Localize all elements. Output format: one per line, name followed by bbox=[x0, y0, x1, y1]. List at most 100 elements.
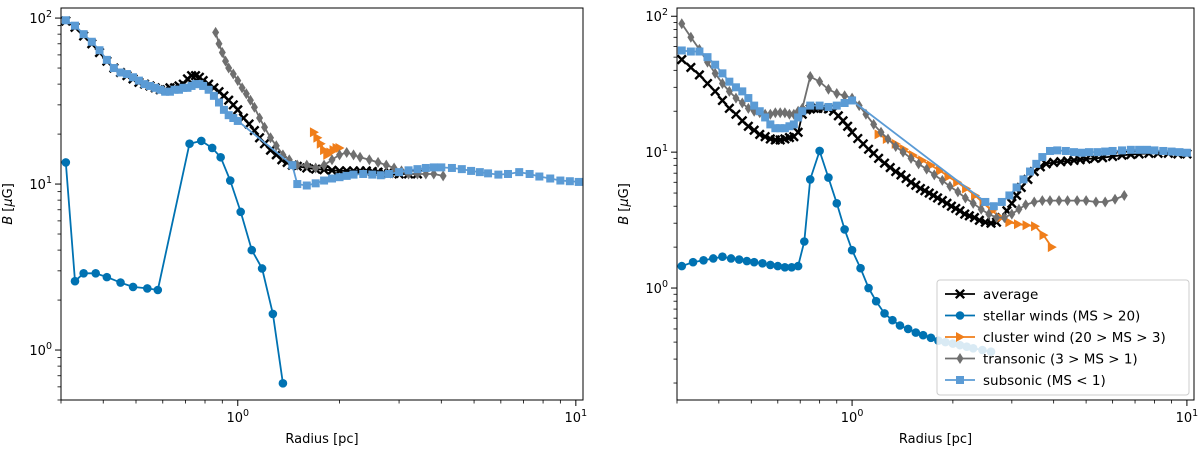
marker-diamond bbox=[961, 192, 969, 204]
marker-diamond bbox=[806, 71, 814, 83]
marker-square bbox=[780, 124, 789, 133]
marker-square bbox=[421, 163, 430, 172]
marker-square bbox=[1126, 145, 1135, 154]
marker-diamond bbox=[229, 68, 237, 80]
marker-square bbox=[209, 91, 218, 100]
y-axis-label: B [μG] bbox=[617, 183, 632, 225]
y-axis-label: B [μG] bbox=[1, 183, 16, 225]
tick-exponent: 2 bbox=[46, 9, 52, 20]
marker-square bbox=[771, 124, 780, 133]
marker-circle bbox=[699, 255, 708, 265]
x-tick-label: 101 bbox=[1176, 408, 1199, 426]
marker-diamond bbox=[816, 76, 824, 88]
marker-circle bbox=[903, 324, 913, 334]
marker-circle bbox=[236, 207, 245, 217]
marker-square bbox=[525, 169, 534, 178]
marker-x bbox=[232, 104, 243, 115]
marker-diamond bbox=[892, 141, 900, 153]
marker-circle bbox=[864, 283, 873, 293]
marker-diamond bbox=[250, 101, 258, 113]
marker-diamond bbox=[350, 149, 358, 161]
marker-diamond bbox=[439, 170, 447, 182]
marker-x bbox=[932, 192, 943, 204]
marker-square bbox=[989, 202, 998, 211]
marker-diamond bbox=[1015, 203, 1023, 215]
marker-diamond bbox=[272, 140, 280, 152]
marker-triangle bbox=[320, 145, 330, 156]
marker-triangle bbox=[313, 132, 323, 143]
legend-entry: average bbox=[945, 287, 1038, 303]
marker-diamond bbox=[1101, 196, 1109, 208]
marker-x bbox=[969, 212, 980, 223]
series-cluster bbox=[874, 129, 1057, 253]
marker-square bbox=[429, 163, 438, 172]
marker-diamond bbox=[785, 108, 793, 120]
marker-square bbox=[229, 114, 238, 123]
marker-square bbox=[1026, 167, 1035, 176]
marker-diamond bbox=[1064, 195, 1072, 207]
marker-circle bbox=[766, 260, 775, 270]
marker-square bbox=[1069, 148, 1078, 157]
marker-square bbox=[359, 169, 368, 178]
marker-diamond bbox=[725, 85, 733, 97]
marker-diamond bbox=[261, 121, 269, 133]
marker-circle bbox=[815, 146, 824, 156]
marker-square bbox=[311, 179, 320, 188]
marker-square bbox=[457, 165, 466, 174]
marker-square bbox=[384, 169, 393, 178]
marker-x bbox=[743, 121, 754, 132]
marker-square bbox=[731, 83, 740, 92]
series-stellar bbox=[61, 136, 288, 388]
tick-base: 10 bbox=[226, 411, 243, 426]
tick-base: 10 bbox=[645, 282, 662, 297]
series-group bbox=[677, 18, 1192, 357]
marker-diamond bbox=[1082, 195, 1090, 207]
marker-diamond bbox=[985, 208, 993, 220]
marker-square bbox=[165, 87, 174, 96]
tick-exponent: 0 bbox=[857, 408, 863, 419]
marker-square bbox=[1038, 153, 1047, 162]
marker-square bbox=[179, 83, 188, 92]
marker-diamond bbox=[915, 158, 923, 170]
legend-entry: transonic (3 > MS > 1) bbox=[945, 352, 1138, 368]
marker-diamond bbox=[884, 133, 892, 145]
tick-base: 10 bbox=[29, 12, 46, 27]
series-transonic bbox=[678, 18, 1128, 224]
marker-square bbox=[61, 16, 70, 25]
tick-base: 10 bbox=[841, 411, 858, 426]
marker-circle bbox=[79, 268, 88, 278]
marker-square bbox=[565, 177, 574, 186]
marker-square bbox=[677, 46, 686, 55]
marker-diamond bbox=[215, 38, 223, 50]
marker-square bbox=[95, 46, 104, 55]
legend-label: stellar winds (MS > 20) bbox=[983, 309, 1140, 325]
marker-square bbox=[116, 68, 125, 77]
marker-circle bbox=[153, 285, 163, 295]
marker-diamond bbox=[738, 97, 746, 109]
tick-exponent: 2 bbox=[662, 7, 668, 18]
marker-square bbox=[1182, 148, 1191, 157]
marker-square bbox=[109, 64, 118, 73]
marker-square bbox=[848, 96, 857, 105]
marker-square bbox=[725, 77, 734, 86]
marker-square bbox=[467, 166, 476, 175]
marker-square bbox=[224, 111, 233, 120]
marker-diamond bbox=[824, 83, 832, 95]
y-label-symbol: B bbox=[617, 212, 632, 225]
marker-circle bbox=[742, 256, 752, 266]
marker-diamond bbox=[267, 132, 275, 144]
marker-square bbox=[1084, 148, 1093, 157]
marker-diamond bbox=[256, 112, 264, 124]
marker-square bbox=[204, 85, 213, 94]
marker-x bbox=[905, 177, 917, 188]
tick-base: 10 bbox=[29, 178, 46, 193]
marker-diamond bbox=[1000, 212, 1008, 224]
marker-square bbox=[806, 101, 815, 110]
marker-circle bbox=[749, 257, 759, 267]
marker-square bbox=[1159, 146, 1168, 155]
marker-square bbox=[134, 76, 143, 85]
marker-diamond bbox=[1030, 196, 1038, 208]
marker-square bbox=[1061, 146, 1070, 155]
y-tick-label: 102 bbox=[645, 7, 668, 25]
